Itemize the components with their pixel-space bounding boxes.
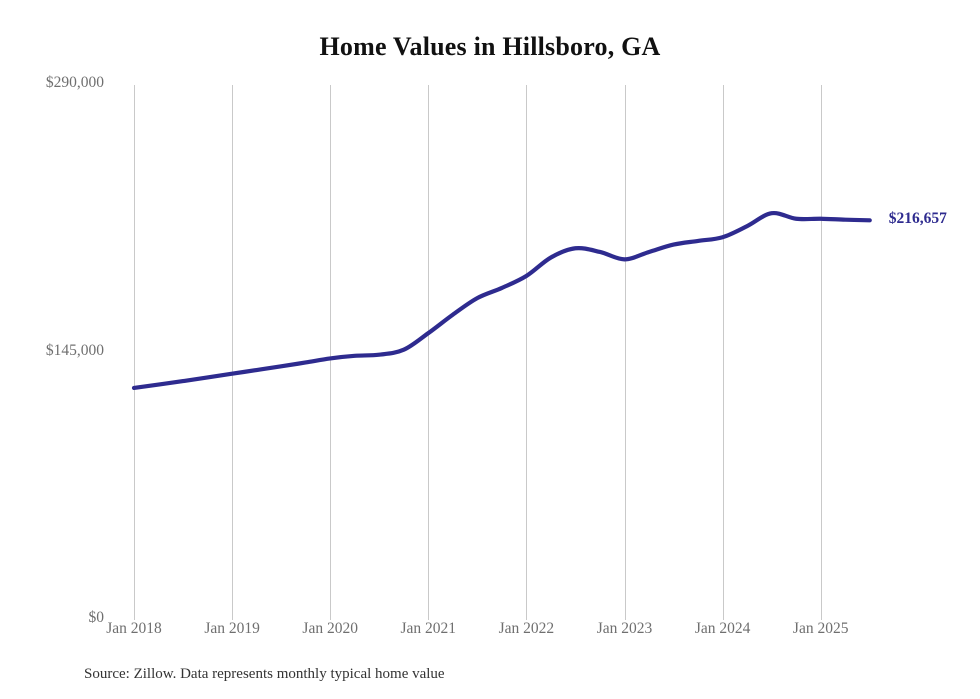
y-axis-tick-145000: $145,000	[45, 341, 104, 359]
x-axis-tick-jan-2024: Jan 2024	[694, 620, 751, 637]
gridline-jan-2025	[820, 85, 822, 620]
x-axis-tick-jan-2023: Jan 2023	[596, 620, 653, 637]
y-axis-tick-290000: $290,000	[45, 74, 104, 91]
x-axis-tick-jan-2018: Jan 2018	[106, 620, 162, 637]
x-axis-tick-jan-2021: Jan 2021	[400, 620, 457, 637]
x-axis-tick-jan-2020: Jan 2020	[302, 620, 358, 637]
y-axis-tick-0: $0	[88, 609, 105, 626]
gridline-jan-2020	[330, 85, 332, 620]
x-axis-tick-jan-2025: Jan 2025	[792, 620, 849, 637]
x-axis-tick-jan-2019: Jan 2019	[204, 620, 260, 637]
x-axis-tick-jan-2022: Jan 2022	[498, 620, 555, 637]
gridline-jan-2021	[428, 85, 430, 620]
gridline-jan-2023	[624, 85, 626, 620]
gridline-jan-2024	[722, 85, 724, 620]
gridline-jan-2022	[526, 85, 528, 620]
source-note: Source: Zillow. Data represents monthly …	[84, 666, 445, 682]
gridline-jan-2018	[134, 85, 135, 620]
series-line-typical-home-value	[131, 210, 872, 391]
gridline-jan-2019	[232, 85, 234, 620]
end-value-label: $216,657	[888, 210, 947, 228]
page-title: Home Values in Hillsboro, GA	[319, 32, 661, 61]
